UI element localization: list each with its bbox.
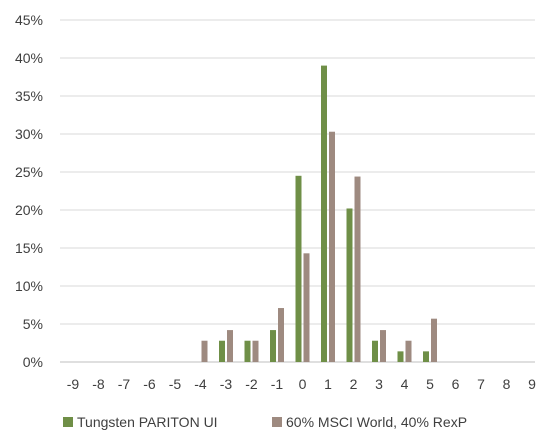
bar — [321, 65, 327, 362]
bar — [431, 318, 437, 362]
y-tick-label: 15% — [15, 240, 43, 256]
bar — [227, 330, 233, 362]
x-tick-label: -2 — [245, 376, 258, 392]
bar — [423, 351, 429, 362]
bar — [380, 330, 386, 362]
x-tick-label: -1 — [271, 376, 284, 392]
x-tick-label: -4 — [194, 376, 207, 392]
legend-label: Tungsten PARITON UI — [77, 414, 218, 430]
bars — [201, 65, 437, 362]
bar — [354, 176, 361, 362]
bar — [201, 340, 208, 362]
x-tick-label: 1 — [324, 376, 332, 392]
x-tick-label: 7 — [477, 376, 485, 392]
bar — [244, 340, 251, 362]
y-tick-label: 20% — [15, 202, 43, 218]
legend-label: 60% MSCI World, 40% RexP — [286, 414, 467, 430]
y-tick-label: 30% — [15, 126, 43, 142]
legend-swatch — [63, 417, 73, 427]
x-tick-label: -9 — [67, 376, 80, 392]
x-tick-label: -3 — [220, 376, 233, 392]
x-tick-label: 0 — [299, 376, 307, 392]
bar — [278, 308, 284, 362]
x-tick-label: 2 — [350, 376, 358, 392]
y-tick-label: 25% — [15, 164, 43, 180]
bar — [397, 351, 404, 362]
bar — [372, 340, 378, 362]
y-tick-label: 45% — [15, 12, 43, 28]
bar — [219, 340, 225, 362]
bar — [295, 175, 302, 362]
x-axis-tick-labels: -9 -8 -7 -6 -5 -4 -3 -2 -1 0 1 2 3 4 5 6 7 8 9 — [67, 376, 536, 392]
bar — [270, 330, 276, 362]
legend: Tungsten PARITON UI 60% MSCI World, 40% R… — [63, 414, 467, 430]
bar — [303, 253, 310, 362]
x-tick-label: -8 — [92, 376, 105, 392]
y-tick-label: 5% — [23, 316, 43, 332]
legend-swatch — [272, 417, 282, 427]
x-tick-label: -7 — [118, 376, 131, 392]
x-tick-label: 9 — [528, 376, 536, 392]
bar — [252, 340, 259, 362]
y-tick-label: 10% — [15, 278, 43, 294]
y-tick-label: 40% — [15, 50, 43, 66]
x-tick-label: 3 — [375, 376, 383, 392]
x-tick-label: 5 — [426, 376, 434, 392]
y-axis-tick-labels: 0% 5% 10% 15% 20% 25% 30% 35% 40% 45% — [15, 12, 43, 370]
bar — [346, 208, 353, 362]
y-tick-label: 0% — [23, 354, 43, 370]
x-tick-label: 4 — [401, 376, 409, 392]
x-tick-label: -6 — [143, 376, 156, 392]
x-tick-label: 8 — [503, 376, 511, 392]
bar — [329, 131, 335, 362]
x-tick-label: 6 — [452, 376, 460, 392]
x-tick-label: -5 — [169, 376, 182, 392]
y-tick-label: 35% — [15, 88, 43, 104]
bar — [405, 340, 412, 362]
